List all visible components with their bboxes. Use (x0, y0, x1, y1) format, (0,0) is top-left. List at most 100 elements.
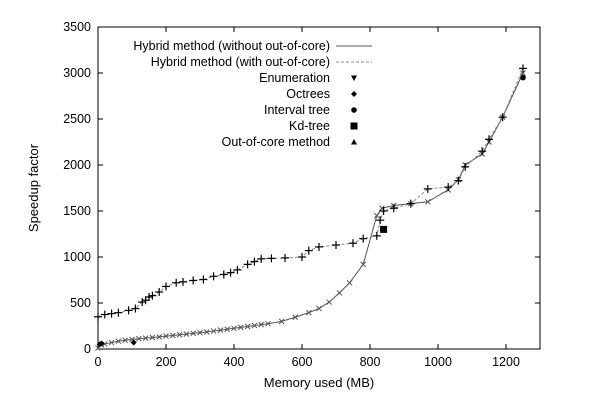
data-point (231, 325, 237, 332)
data-point (130, 339, 137, 346)
data-point (244, 323, 251, 330)
data-point (305, 309, 312, 316)
legend-label: Hybrid method (with out-of-core) (151, 55, 330, 69)
legend-label: Octrees (286, 87, 330, 101)
series-1 (94, 64, 527, 321)
data-point (100, 310, 109, 319)
data-point (155, 287, 164, 296)
data-point (406, 199, 415, 208)
legend-entry: Hybrid method (without out-of-core) (133, 39, 372, 53)
data-point (336, 290, 343, 296)
series-3 (96, 339, 137, 348)
data-point (243, 260, 252, 269)
data-point (217, 327, 224, 333)
data-point (257, 254, 266, 263)
data-point (233, 265, 242, 274)
data-point (142, 335, 149, 341)
y-tick-label: 1000 (63, 250, 91, 264)
data-point (98, 340, 105, 347)
data-point (376, 216, 385, 225)
x-tick-label: 600 (292, 355, 313, 369)
data-point (380, 225, 388, 233)
data-point (149, 334, 156, 341)
data-point (519, 64, 527, 73)
data-point (131, 304, 140, 313)
x-tick-label: 1000 (424, 355, 452, 369)
y-tick-label: 3500 (63, 20, 91, 34)
y-tick-label: 0 (84, 342, 91, 356)
data-point (162, 282, 170, 291)
data-point (373, 212, 380, 219)
y-tick-label: 2500 (63, 112, 91, 126)
data-point (226, 268, 235, 277)
legend-label: Enumeration (259, 71, 330, 85)
series-5 (380, 225, 388, 233)
data-point (199, 275, 208, 284)
legend-label: Hybrid method (without out-of-core) (133, 39, 330, 53)
data-point (122, 337, 129, 344)
legend-entry: Out-of-core method (222, 135, 357, 149)
data-point (148, 291, 157, 300)
data-point (423, 184, 432, 193)
data-point (444, 183, 453, 192)
y-tick-label: 500 (70, 296, 91, 310)
data-point (258, 321, 265, 328)
legend-swatch (351, 107, 357, 113)
legend-entry: Kd-tree (289, 119, 358, 133)
data-point (485, 135, 493, 144)
data-point (349, 239, 357, 248)
data-point (190, 330, 197, 337)
data-point (424, 198, 431, 205)
data-point (94, 312, 102, 321)
data-point (332, 241, 340, 250)
legend-swatch (351, 75, 357, 81)
data-point (315, 242, 323, 251)
data-point (124, 306, 133, 315)
y-tick-label: 3000 (63, 66, 91, 80)
legend-label: Interval tree (264, 103, 330, 117)
data-point (379, 207, 388, 215)
data-point (138, 298, 147, 307)
plot-frame (97, 26, 541, 350)
legend-entry: Enumeration (259, 71, 357, 85)
data-point (108, 339, 115, 346)
data-point (389, 204, 398, 213)
plot-border (97, 26, 541, 350)
x-tick-label: 400 (224, 355, 245, 369)
data-point (183, 331, 190, 337)
data-point (316, 305, 322, 312)
x-tick-label: 0 (95, 355, 102, 369)
x-tick-label: 1200 (492, 355, 520, 369)
data-point (265, 320, 271, 327)
legend-entry: Hybrid method (with out-of-core) (151, 55, 372, 69)
data-point (172, 278, 181, 287)
data-point (372, 231, 381, 240)
legend-label: Kd-tree (289, 119, 330, 133)
data-point (278, 318, 285, 325)
data-point (114, 308, 123, 317)
data-point (224, 326, 231, 333)
data-point (219, 270, 228, 279)
data-point (179, 277, 187, 286)
data-point (267, 254, 276, 263)
data-point (298, 253, 306, 261)
data-point (346, 279, 353, 286)
legend-label: Out-of-core method (222, 135, 330, 149)
legend: Hybrid method (without out-of-core) Hybri… (133, 39, 372, 149)
legend-entry: Octrees (286, 87, 357, 101)
data-point (145, 293, 153, 302)
data-point (176, 331, 183, 338)
data-point (520, 74, 526, 81)
series-layer (94, 64, 527, 351)
data-point (237, 324, 244, 331)
data-point (156, 334, 163, 340)
data-point (197, 329, 203, 336)
data-point (359, 234, 368, 243)
data-point (304, 246, 313, 255)
data-point (203, 329, 210, 335)
data-point (326, 299, 333, 305)
data-point (478, 147, 487, 156)
data-point (251, 322, 258, 329)
